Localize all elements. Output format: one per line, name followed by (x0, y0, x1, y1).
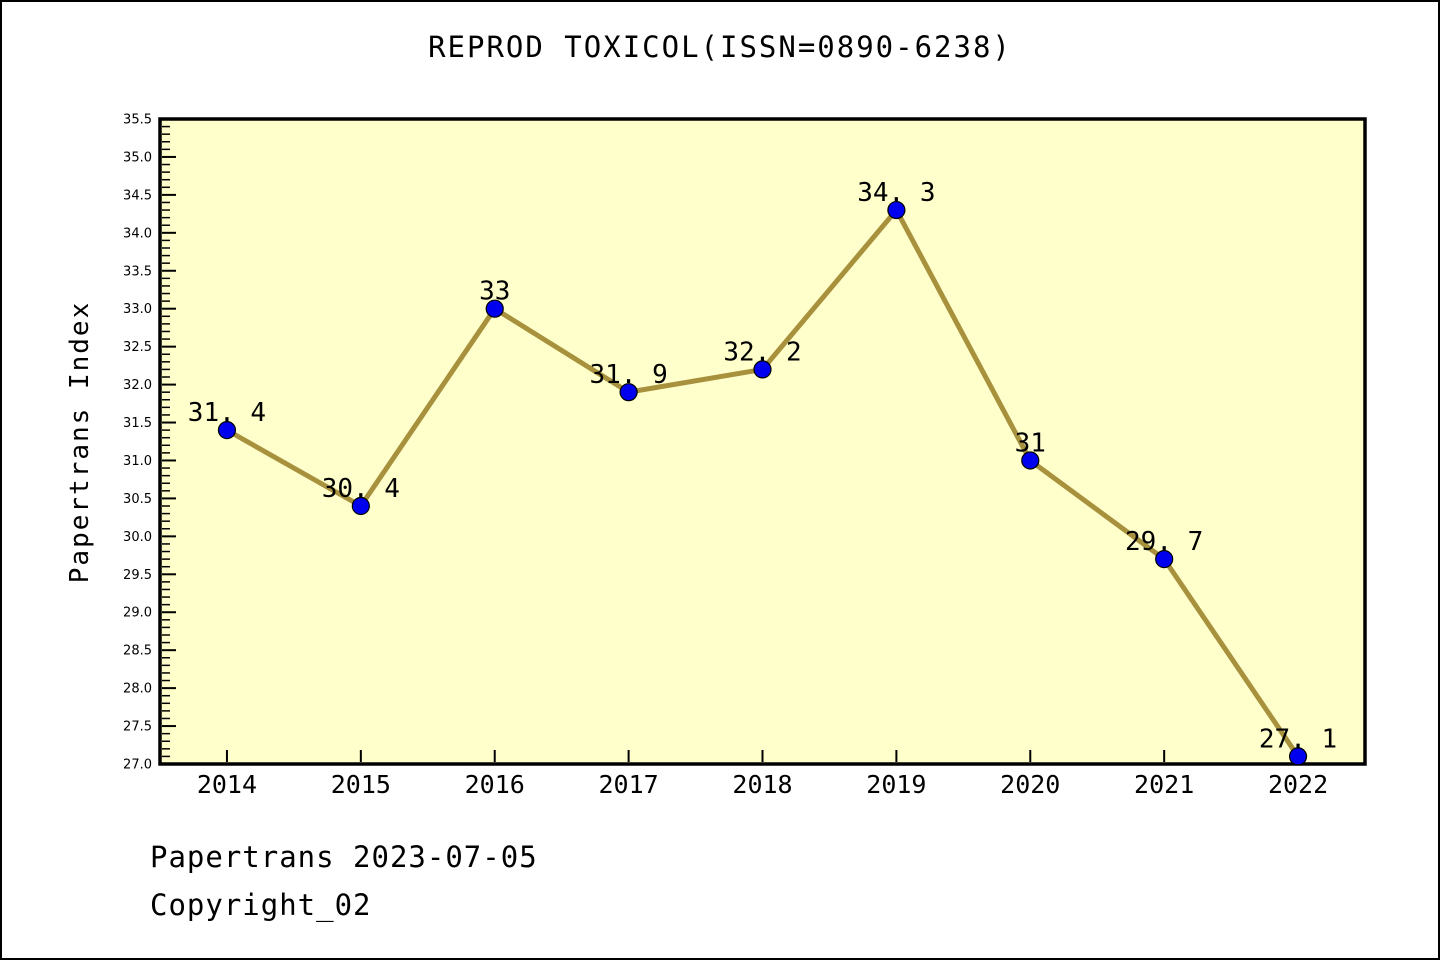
x-tick-label: 2021 (1134, 770, 1194, 799)
y-tick-label: 30.0 (123, 530, 152, 545)
data-point (619, 383, 638, 402)
y-tick-label: 35.5 (123, 113, 152, 128)
data-point (351, 496, 370, 516)
y-tick-label: 34.0 (123, 226, 152, 241)
x-tick-label: 2014 (197, 770, 257, 799)
y-tick-label: 30.5 (123, 492, 152, 507)
y-tick-label: 27.0 (123, 758, 152, 773)
footer-copyright: Copyright_02 (150, 888, 372, 922)
x-tick-label: 2019 (866, 770, 926, 799)
footer-date: Papertrans 2023-07-05 (150, 840, 538, 874)
data-point (753, 360, 772, 379)
y-tick-label: 32.0 (123, 378, 152, 393)
y-tick-label: 28.5 (123, 644, 152, 659)
data-point (1288, 747, 1308, 766)
y-tick-label: 31.5 (123, 416, 152, 431)
x-tick-label: 2020 (1000, 770, 1060, 799)
plot-border (158, 117, 1367, 766)
y-tick-label: 33.0 (123, 302, 152, 317)
data-point (1155, 550, 1174, 569)
data-point (887, 200, 906, 220)
y-tick-label: 33.5 (123, 264, 152, 279)
data-point (1021, 451, 1040, 470)
plot-area (160, 119, 1365, 764)
x-tick-label: 2015 (331, 770, 391, 799)
x-tick-label: 2018 (732, 770, 792, 799)
y-axis-title: Papertrans Index (65, 300, 95, 584)
chart-title: REPROD TOXICOL(ISSN=0890-6238) (428, 30, 1012, 64)
y-tick-label: 32.5 (123, 340, 152, 355)
data-point (485, 299, 504, 318)
x-tick-label: 2022 (1268, 770, 1328, 799)
y-tick-label: 28.0 (123, 682, 152, 697)
y-tick-label: 27.5 (123, 720, 152, 735)
y-tick-label: 35.0 (123, 150, 152, 165)
y-tick-label: 31.0 (123, 454, 152, 469)
x-tick-label: 2016 (465, 770, 525, 799)
y-tick-label: 29.0 (123, 606, 152, 621)
x-tick-label: 2017 (599, 770, 659, 799)
data-point (217, 421, 237, 440)
y-tick-label: 29.5 (123, 568, 152, 583)
y-tick-label: 34.5 (123, 188, 152, 203)
